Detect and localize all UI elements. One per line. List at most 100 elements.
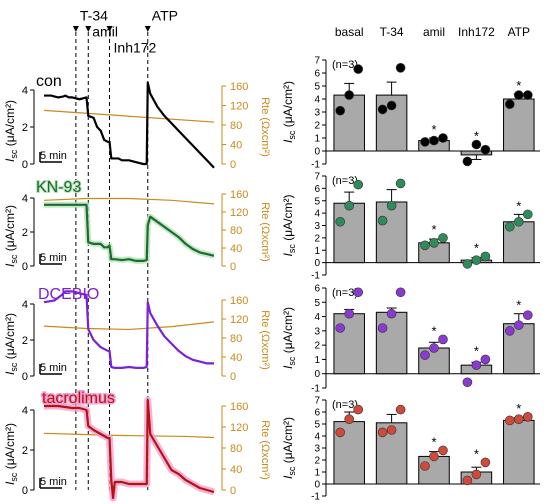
isc-axis-label-main: I [3,481,17,485]
significance-marker: * [474,343,479,358]
rte-tick-label: 160 [230,189,248,201]
data-point [504,326,515,336]
rte-tick-label: 120 [230,101,248,113]
y-axis-label: Isc (μA/cm²) [281,195,297,257]
bar-basal [333,313,365,375]
y-axis-label: Isc (μA/cm²) [281,81,297,143]
isc-tick-label: 2 [22,335,28,347]
y-axis-label: Isc (μA/cm²) [281,307,297,369]
n-label: (n=3) [332,287,358,299]
data-point [480,457,491,468]
data-point [438,133,448,143]
significance-marker: * [474,240,479,255]
y-tick-label: 5 [314,420,320,431]
isc-trace [44,203,215,262]
data-point [420,350,430,360]
isc-trace-glow [44,201,215,264]
isc-axis-label-sub: sc [9,472,19,482]
y-tick-label: 1 [314,355,320,366]
y-tick-label: 3 [314,326,320,337]
data-point [522,411,533,422]
isc-axis-label-main: I [3,371,17,375]
significance-marker: * [516,298,521,313]
isc-tick-label: 4 [22,405,28,417]
rte-tick-label: 40 [230,243,242,255]
data-point [335,105,346,116]
y-tick-label: 5 [314,82,320,93]
data-point [377,427,388,438]
y-tick-label: 4 [314,209,320,220]
data-point [344,308,355,319]
bar-t-34 [375,311,408,375]
rte-trace [43,321,215,331]
y-tick-label: -1 [311,160,320,171]
data-point [353,64,364,74]
y-axis-label-main: I [281,475,295,479]
y-tick-label: 3 [314,108,320,119]
y-tick-label: 6 [314,284,320,295]
significance-marker: * [431,222,436,237]
data-point [335,216,346,227]
isc-axis-label: Isc (μA/cm²) [3,205,19,267]
isc-axis-label-sub: sc [9,149,19,159]
data-point [395,178,406,189]
bar-panel-kn-93: -1 01 234 567 Isc (μA/cm²) (n=3) * * * [281,172,540,282]
rte-tick-label: 120 [230,422,248,434]
isc-tick-label: 4 [22,299,28,311]
y-axis-label-sub: sc [287,356,297,366]
event-label-t-34: T-34 [80,7,108,23]
isc-tick-label: 2 [22,122,28,134]
isc-axis-label-unit: (μA/cm²) [3,423,17,473]
y-tick-label: 6 [314,69,320,80]
scale-bar-label: 5 min [40,150,67,162]
rte-tick-label: 0 [230,371,236,383]
data-point [395,287,406,298]
isc-trace [43,290,214,369]
rte-axis-label: Rte (Ωxcm²) [259,420,271,480]
y-tick-label: 6 [314,408,320,419]
y-tick-label: 2 [314,121,320,132]
n-label: (n=3) [332,399,358,411]
data-point [471,469,482,480]
isc-tick-label: 0 [22,261,28,273]
data-point [353,404,364,415]
y-tick-label: -1 [311,271,320,282]
bar-basal [333,421,365,485]
scale-bar-label: 5 min [40,252,67,264]
rte-trace [43,432,215,439]
data-point [471,360,482,370]
data-point [438,233,448,243]
data-point [429,238,439,248]
y-tick-label: 2 [314,456,320,467]
data-point [513,216,524,227]
isc-trace [44,398,215,500]
data-point [420,240,430,251]
rte-tick-label: 120 [230,207,248,219]
y-tick-label: 2 [314,233,320,244]
isc-axis-label-main: I [3,263,17,267]
data-point [522,209,533,220]
y-tick-label: 3 [314,444,320,455]
data-point [335,427,346,438]
category-label-amil: amil [423,25,445,39]
data-point [386,200,397,211]
event-label-amil: amil [92,23,118,39]
isc-tick-label: 2 [22,445,28,457]
rte-tick-label: 80 [230,443,242,455]
isc-tick-label: 0 [22,485,28,497]
rte-tick-label: 40 [230,352,242,364]
isc-axis-label-sub: sc [9,362,19,372]
bar-panel-con: -1 0 1 2 3 4 5 6 7 Isc (μA/cm²) (n=3) * * * [281,56,540,171]
rte-tick-label: 160 [230,81,248,93]
rte-trace [43,109,215,123]
data-point [344,414,355,425]
data-point [429,451,439,462]
y-axis-label-main: I [281,365,295,369]
data-point [513,414,524,425]
data-point [504,415,515,426]
